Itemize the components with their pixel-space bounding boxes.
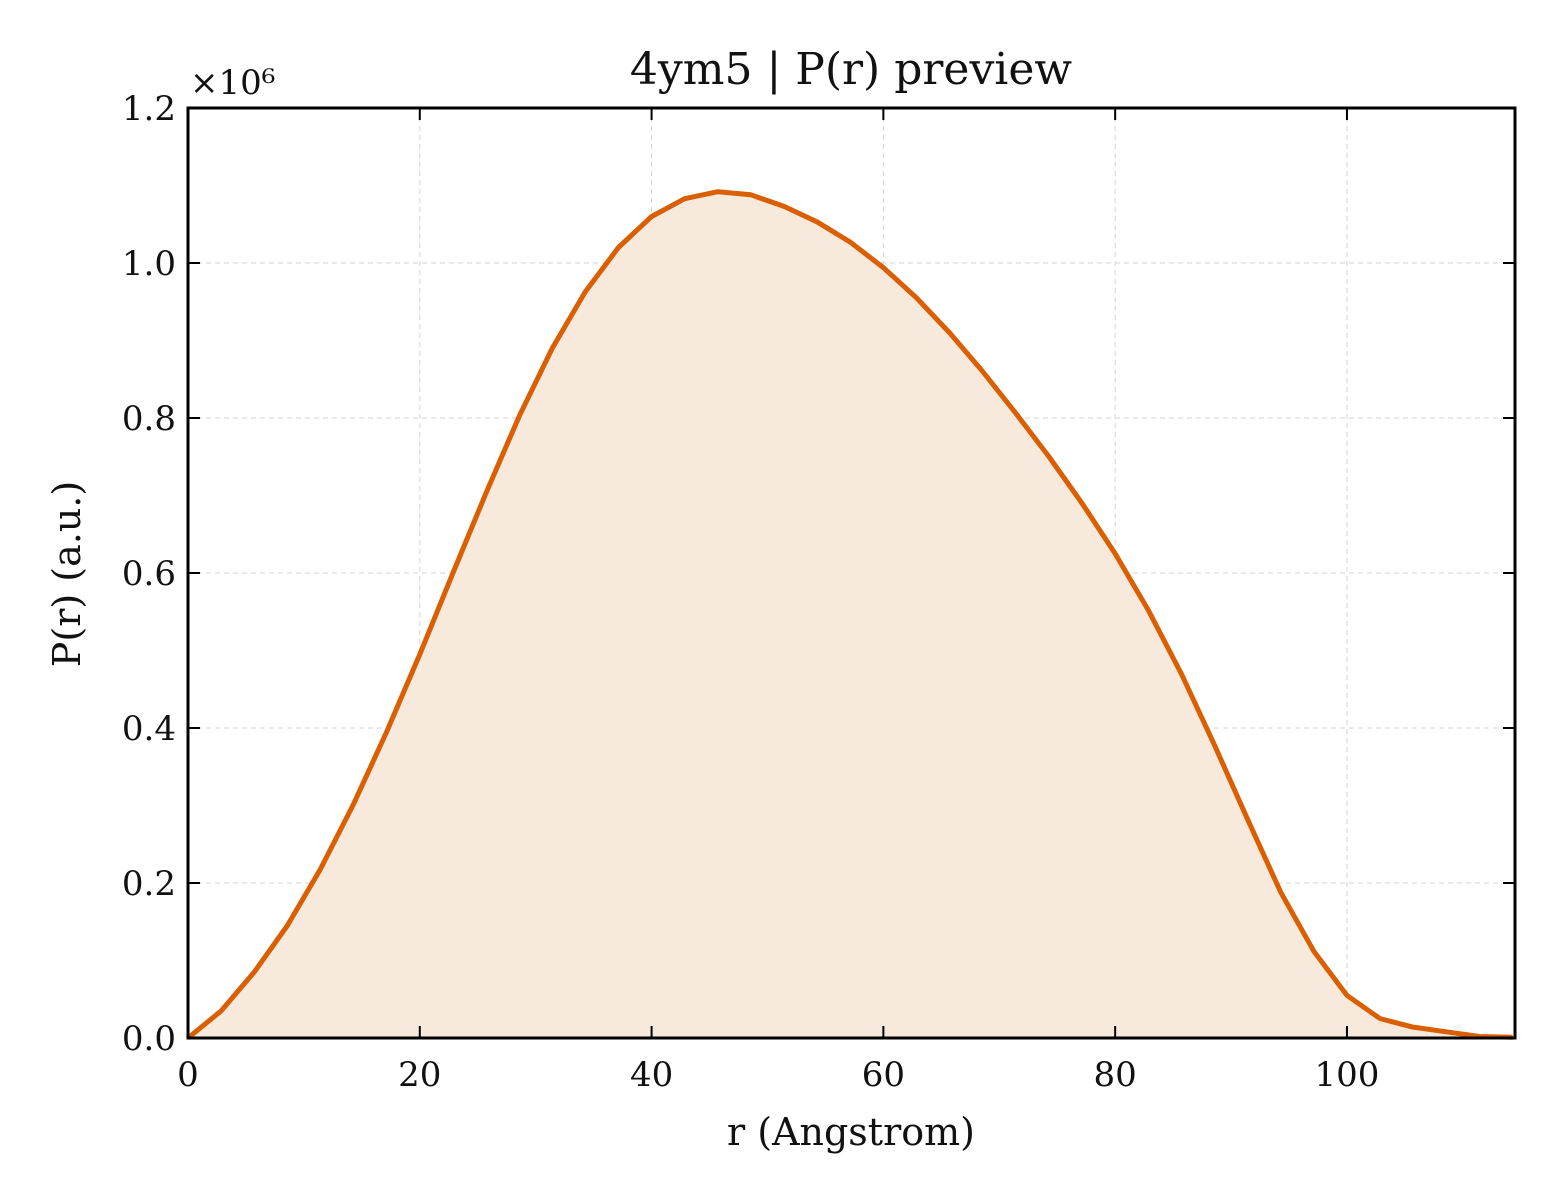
pr-area-fill: [188, 191, 1513, 1038]
ticks-layer: 0 20 40 60 80 100 0.0 0.2 0.4 0.6 0.8 1.0 1.2: [122, 89, 1515, 1095]
pr-series-line: [186, 189, 1513, 1040]
x-tick-label: 80: [1094, 1055, 1137, 1095]
x-tick-label: 100: [1314, 1055, 1379, 1095]
chart-title: 4ym5 | P(r) preview: [630, 44, 1073, 95]
y-tick-label: 0.2: [122, 864, 176, 904]
x-tick-label: 0: [177, 1055, 199, 1095]
y-tick-label: 0.4: [122, 709, 176, 749]
y-axis-label: P(r) (a.u.): [45, 481, 89, 667]
x-tick-label: 60: [862, 1055, 905, 1095]
y-tick-label: 0.8: [122, 399, 176, 439]
y-tick-label: 1.0: [122, 244, 176, 284]
y-tick-label: 1.2: [122, 89, 176, 129]
y-multiplier-label: ×10⁶: [190, 63, 275, 103]
y-tick-label: 0.6: [122, 554, 176, 594]
x-tick-label: 20: [398, 1055, 441, 1095]
x-axis-label: r (Angstrom): [727, 1110, 975, 1154]
x-tick-label: 40: [630, 1055, 673, 1095]
y-tick-label: 0.0: [122, 1019, 176, 1059]
